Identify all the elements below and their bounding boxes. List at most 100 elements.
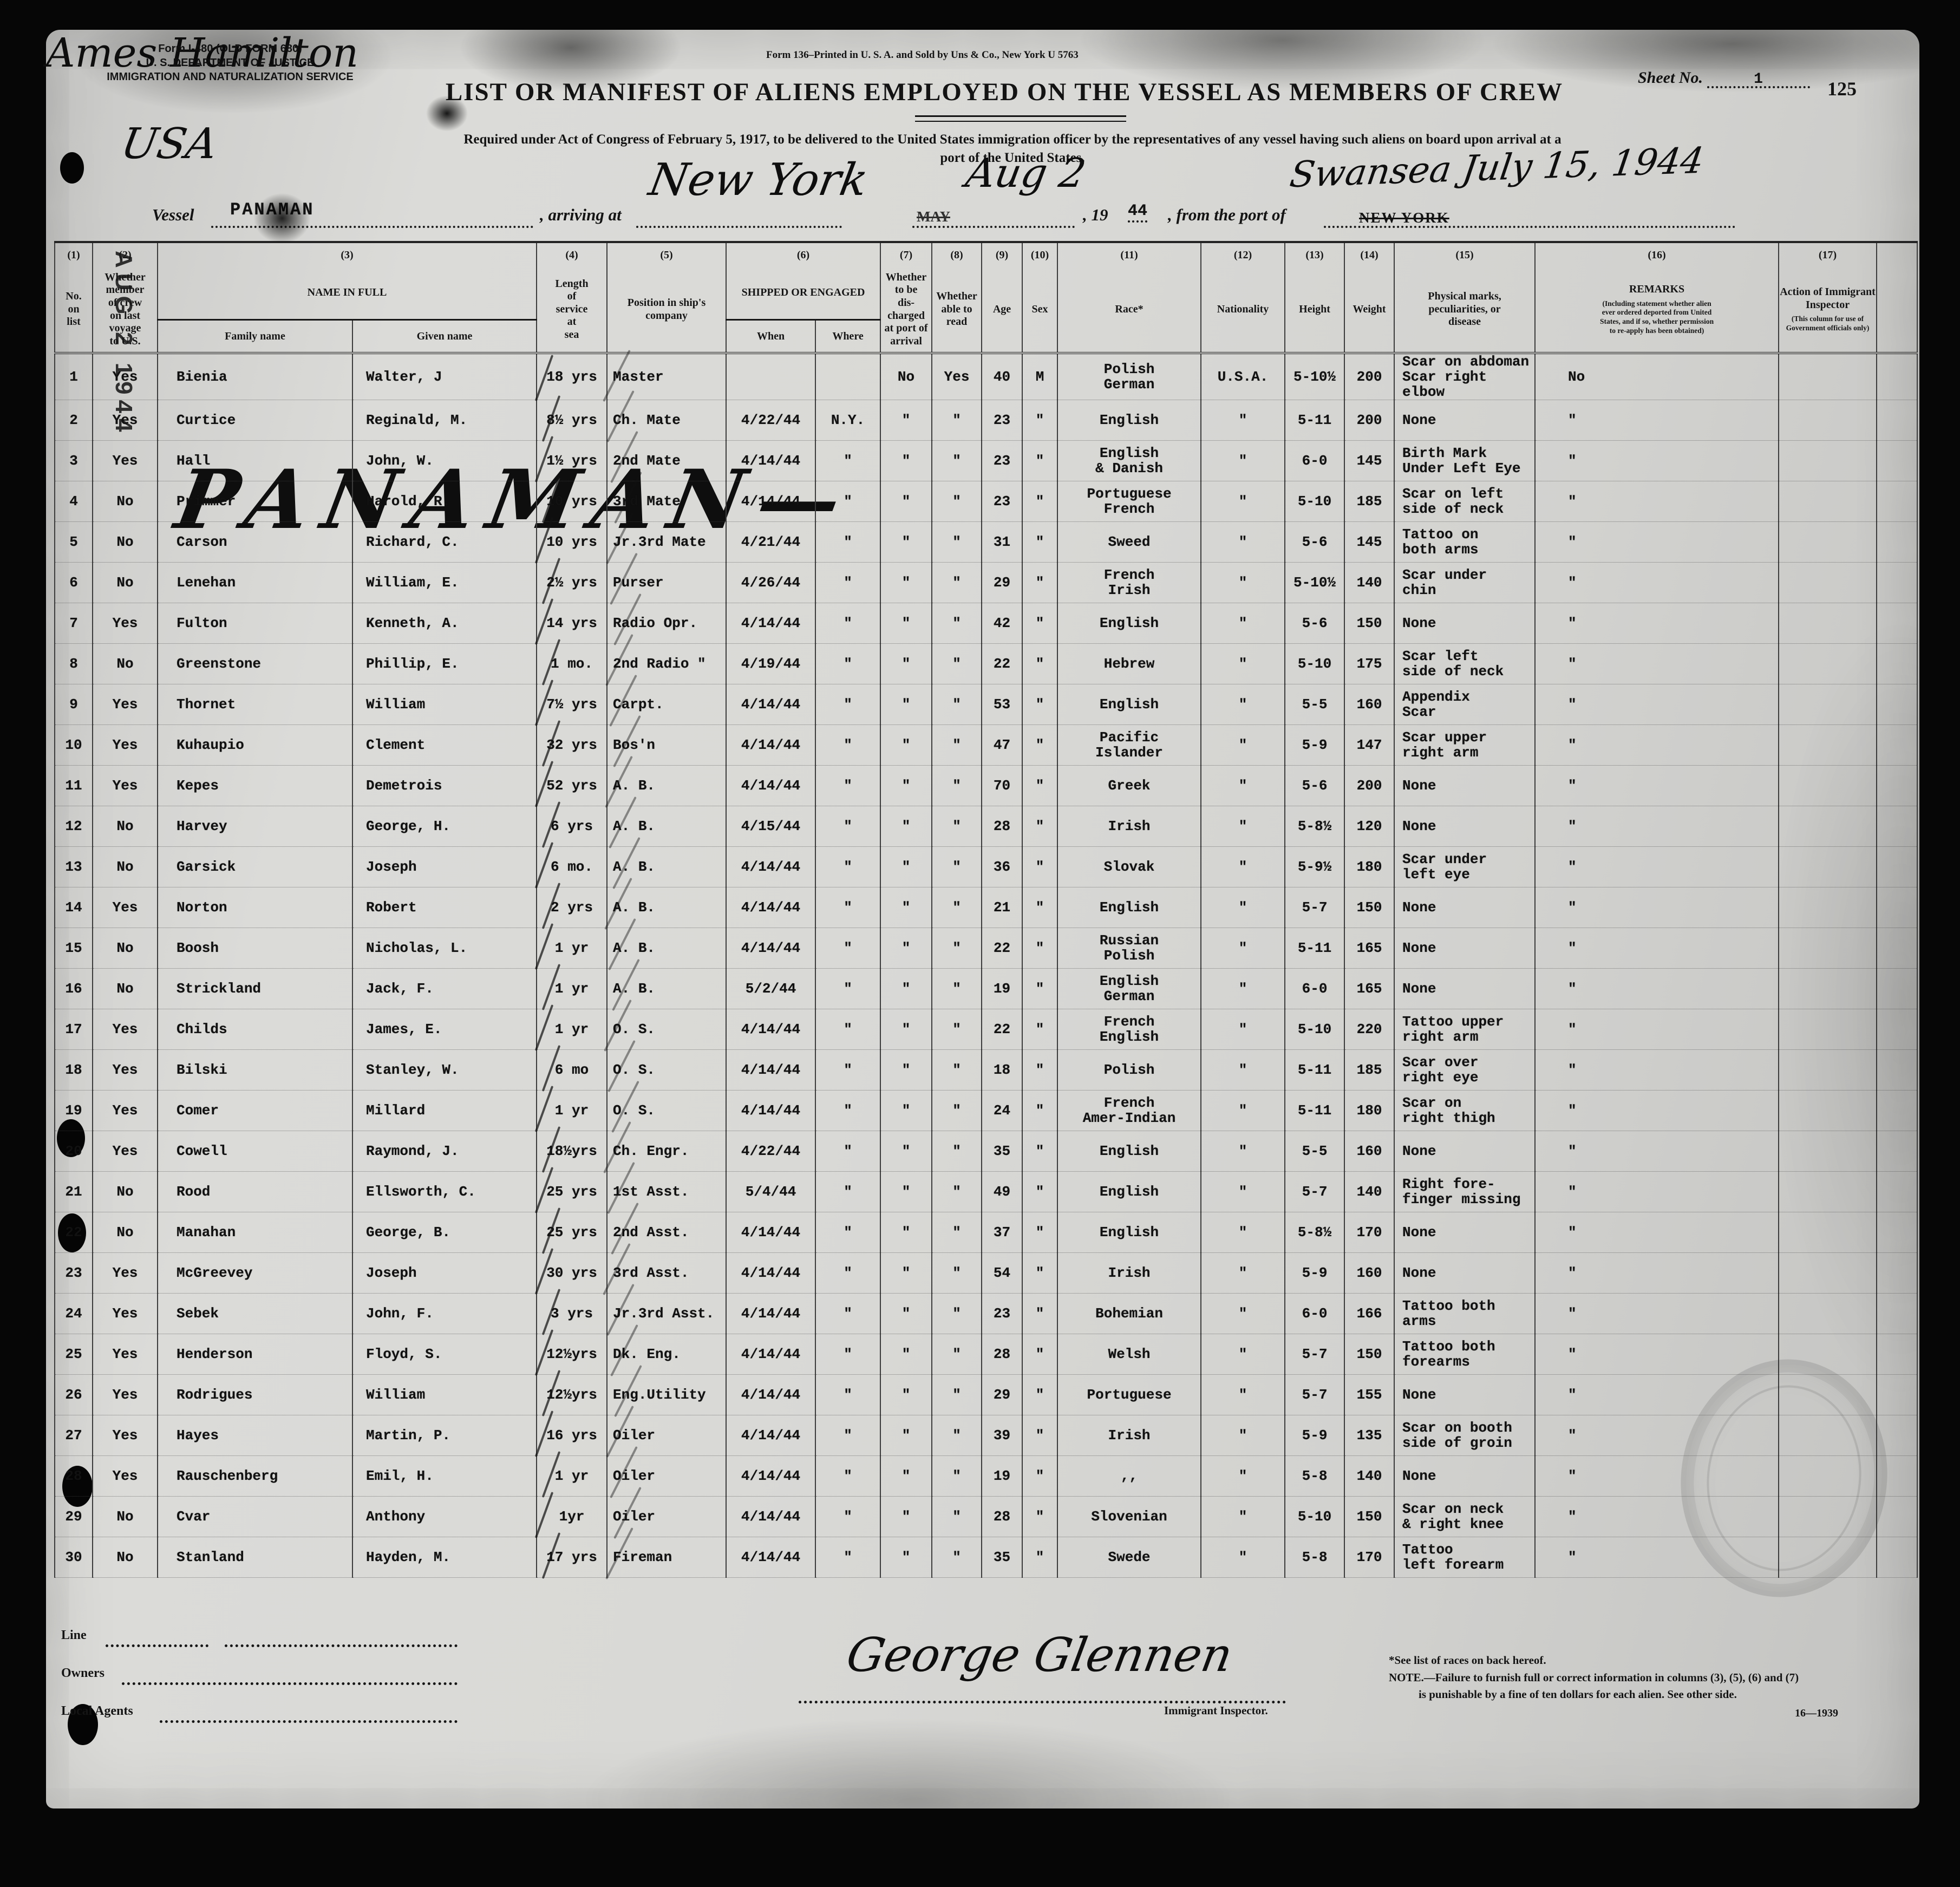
table-row: 21 No Rood Ellsworth, C. 25 yrs 1st Asst. 5/4/… [54, 1171, 1918, 1212]
cell-race: Slovak [1057, 846, 1202, 887]
cell-marks: None [1394, 806, 1536, 847]
cell-height: 5-11 [1284, 928, 1345, 969]
col-header-no: No. on list [54, 267, 93, 353]
cell-service: 10 yrs [536, 481, 608, 522]
cell-weight: 180 [1344, 1090, 1395, 1131]
cell-race: Greek [1057, 765, 1202, 806]
vessel-name: PANAMAN [230, 200, 315, 220]
cell-edge [1876, 1090, 1918, 1131]
cell-given: Reginald, M. [351, 400, 538, 441]
cell-no: 10 [54, 724, 93, 766]
cell-marks: Tattoo both forearms [1394, 1334, 1536, 1375]
cell-member: No [92, 1212, 158, 1253]
cell-nat: " [1200, 1009, 1286, 1050]
cell-weight: 180 [1344, 846, 1395, 887]
cell-remarks: " [1534, 887, 1780, 928]
cell-where: " [815, 928, 881, 969]
col-header-name-group: NAME IN FULL [156, 267, 538, 321]
cell-no: 28 [54, 1455, 93, 1497]
cell-remarks: " [1534, 521, 1780, 563]
cell-position: Master [606, 353, 727, 400]
year-value: 44 [1128, 202, 1148, 223]
cell-race: Bohemian [1057, 1293, 1202, 1334]
crew-manifest-table: (1) (2) (3) (4) (5) (6) (7) (8) (9) (10)… [54, 241, 1918, 1578]
cell-where: " [815, 1252, 881, 1294]
cell-service: 1½ yrs [536, 440, 608, 481]
cell-given: Anthony [351, 1496, 538, 1537]
cell-nat: " [1200, 1131, 1286, 1172]
cell-family: Manahan [157, 1212, 353, 1253]
cell-disch: " [880, 887, 933, 928]
cell-given: John, F. [351, 1293, 538, 1334]
cell-action [1778, 846, 1878, 887]
crew-table-body: 1 Yes Bienia Walter, J 18 yrs Master No Yes 40 M P… [54, 353, 1918, 1578]
cell-position: Jr.3rd Mate [606, 521, 727, 563]
cell-height: 5-10½ [1284, 562, 1345, 603]
cell-service: 1 yr [536, 1090, 608, 1131]
cell-when: 4/14/44 [726, 724, 816, 766]
cell-remarks: " [1534, 1455, 1780, 1497]
col-header-sex: Sex [1022, 267, 1059, 353]
table-row: 20 Yes Cowell Raymond, J. 18½yrs Ch. Engr. 4/2… [54, 1131, 1918, 1172]
cell-family: Childs [157, 1009, 353, 1050]
cell-given: Millard [351, 1090, 538, 1131]
action-title: Action of Immigrant Inspector [1780, 286, 1876, 311]
cell-height: 5-6 [1284, 521, 1345, 563]
cell-when: 4/21/44 [726, 521, 816, 563]
cell-edge [1876, 603, 1918, 644]
cell-service: 12½yrs [536, 1374, 608, 1415]
cell-read: " [931, 1293, 983, 1334]
cell-age: 35 [981, 1537, 1023, 1578]
cell-action [1778, 928, 1878, 969]
col-header-discharged: Whether to be dis- charged at port of ar… [880, 267, 933, 353]
cell-member: Yes [92, 1252, 158, 1294]
cell-action [1778, 1252, 1878, 1294]
cell-age: 40 [981, 353, 1023, 400]
cell-marks: Scar on abdoman Scar right elbow [1394, 353, 1536, 400]
cell-read: " [931, 1131, 983, 1172]
cell-marks: Scar on neck & right knee [1394, 1496, 1536, 1537]
cell-read: " [931, 1455, 983, 1497]
cell-service: 14 yrs [536, 603, 608, 644]
cell-family: Boosh [157, 928, 353, 969]
col-number: (11) [1057, 242, 1202, 267]
vessel-label: Vessel [152, 205, 194, 224]
cell-edge [1876, 1537, 1918, 1578]
cell-position: 2nd Mate [606, 440, 727, 481]
cell-position: Dk. Eng. [606, 1334, 727, 1375]
cell-position: A. B. [606, 887, 727, 928]
table-row: 12 No Harvey George, H. 6 yrs A. B. 4/15/44 " " "… [54, 806, 1918, 847]
cell-weight: 140 [1344, 1455, 1395, 1497]
cell-family: Garsick [157, 846, 353, 887]
cell-given: Joseph [351, 1252, 538, 1294]
cell-action [1778, 724, 1878, 766]
cell-member: Yes [92, 1334, 158, 1375]
cell-nat: " [1200, 684, 1286, 725]
cell-when: 4/14/44 [726, 1415, 816, 1456]
cell-service: 1yr [536, 1496, 608, 1537]
cell-action [1778, 603, 1878, 644]
cell-age: 35 [981, 1131, 1023, 1172]
cell-where: " [815, 1537, 881, 1578]
cell-remarks: " [1534, 1212, 1780, 1253]
cell-weight: 140 [1344, 562, 1395, 603]
cell-action [1778, 765, 1878, 806]
cell-disch: " [880, 1334, 933, 1375]
cell-where: " [815, 1009, 881, 1050]
remarks-subnote: (Including statement whether alien ever … [1599, 299, 1714, 335]
col-header-height: Height [1284, 267, 1345, 353]
cell-edge [1876, 1293, 1918, 1334]
cell-marks: None [1394, 400, 1536, 441]
cell-remarks: " [1534, 968, 1780, 1009]
cell-family: Harvey [157, 806, 353, 847]
cell-nat: " [1200, 521, 1286, 563]
cell-no: 23 [54, 1252, 93, 1294]
cell-nat: " [1200, 400, 1286, 441]
cell-action [1778, 353, 1878, 400]
cell-height: 5-10½ [1284, 353, 1345, 400]
col-number: (16) [1534, 242, 1780, 267]
cell-read: " [931, 806, 983, 847]
col-number-edge [1876, 242, 1918, 267]
cell-weight: 165 [1344, 968, 1395, 1009]
cell-no: 29 [54, 1496, 93, 1537]
